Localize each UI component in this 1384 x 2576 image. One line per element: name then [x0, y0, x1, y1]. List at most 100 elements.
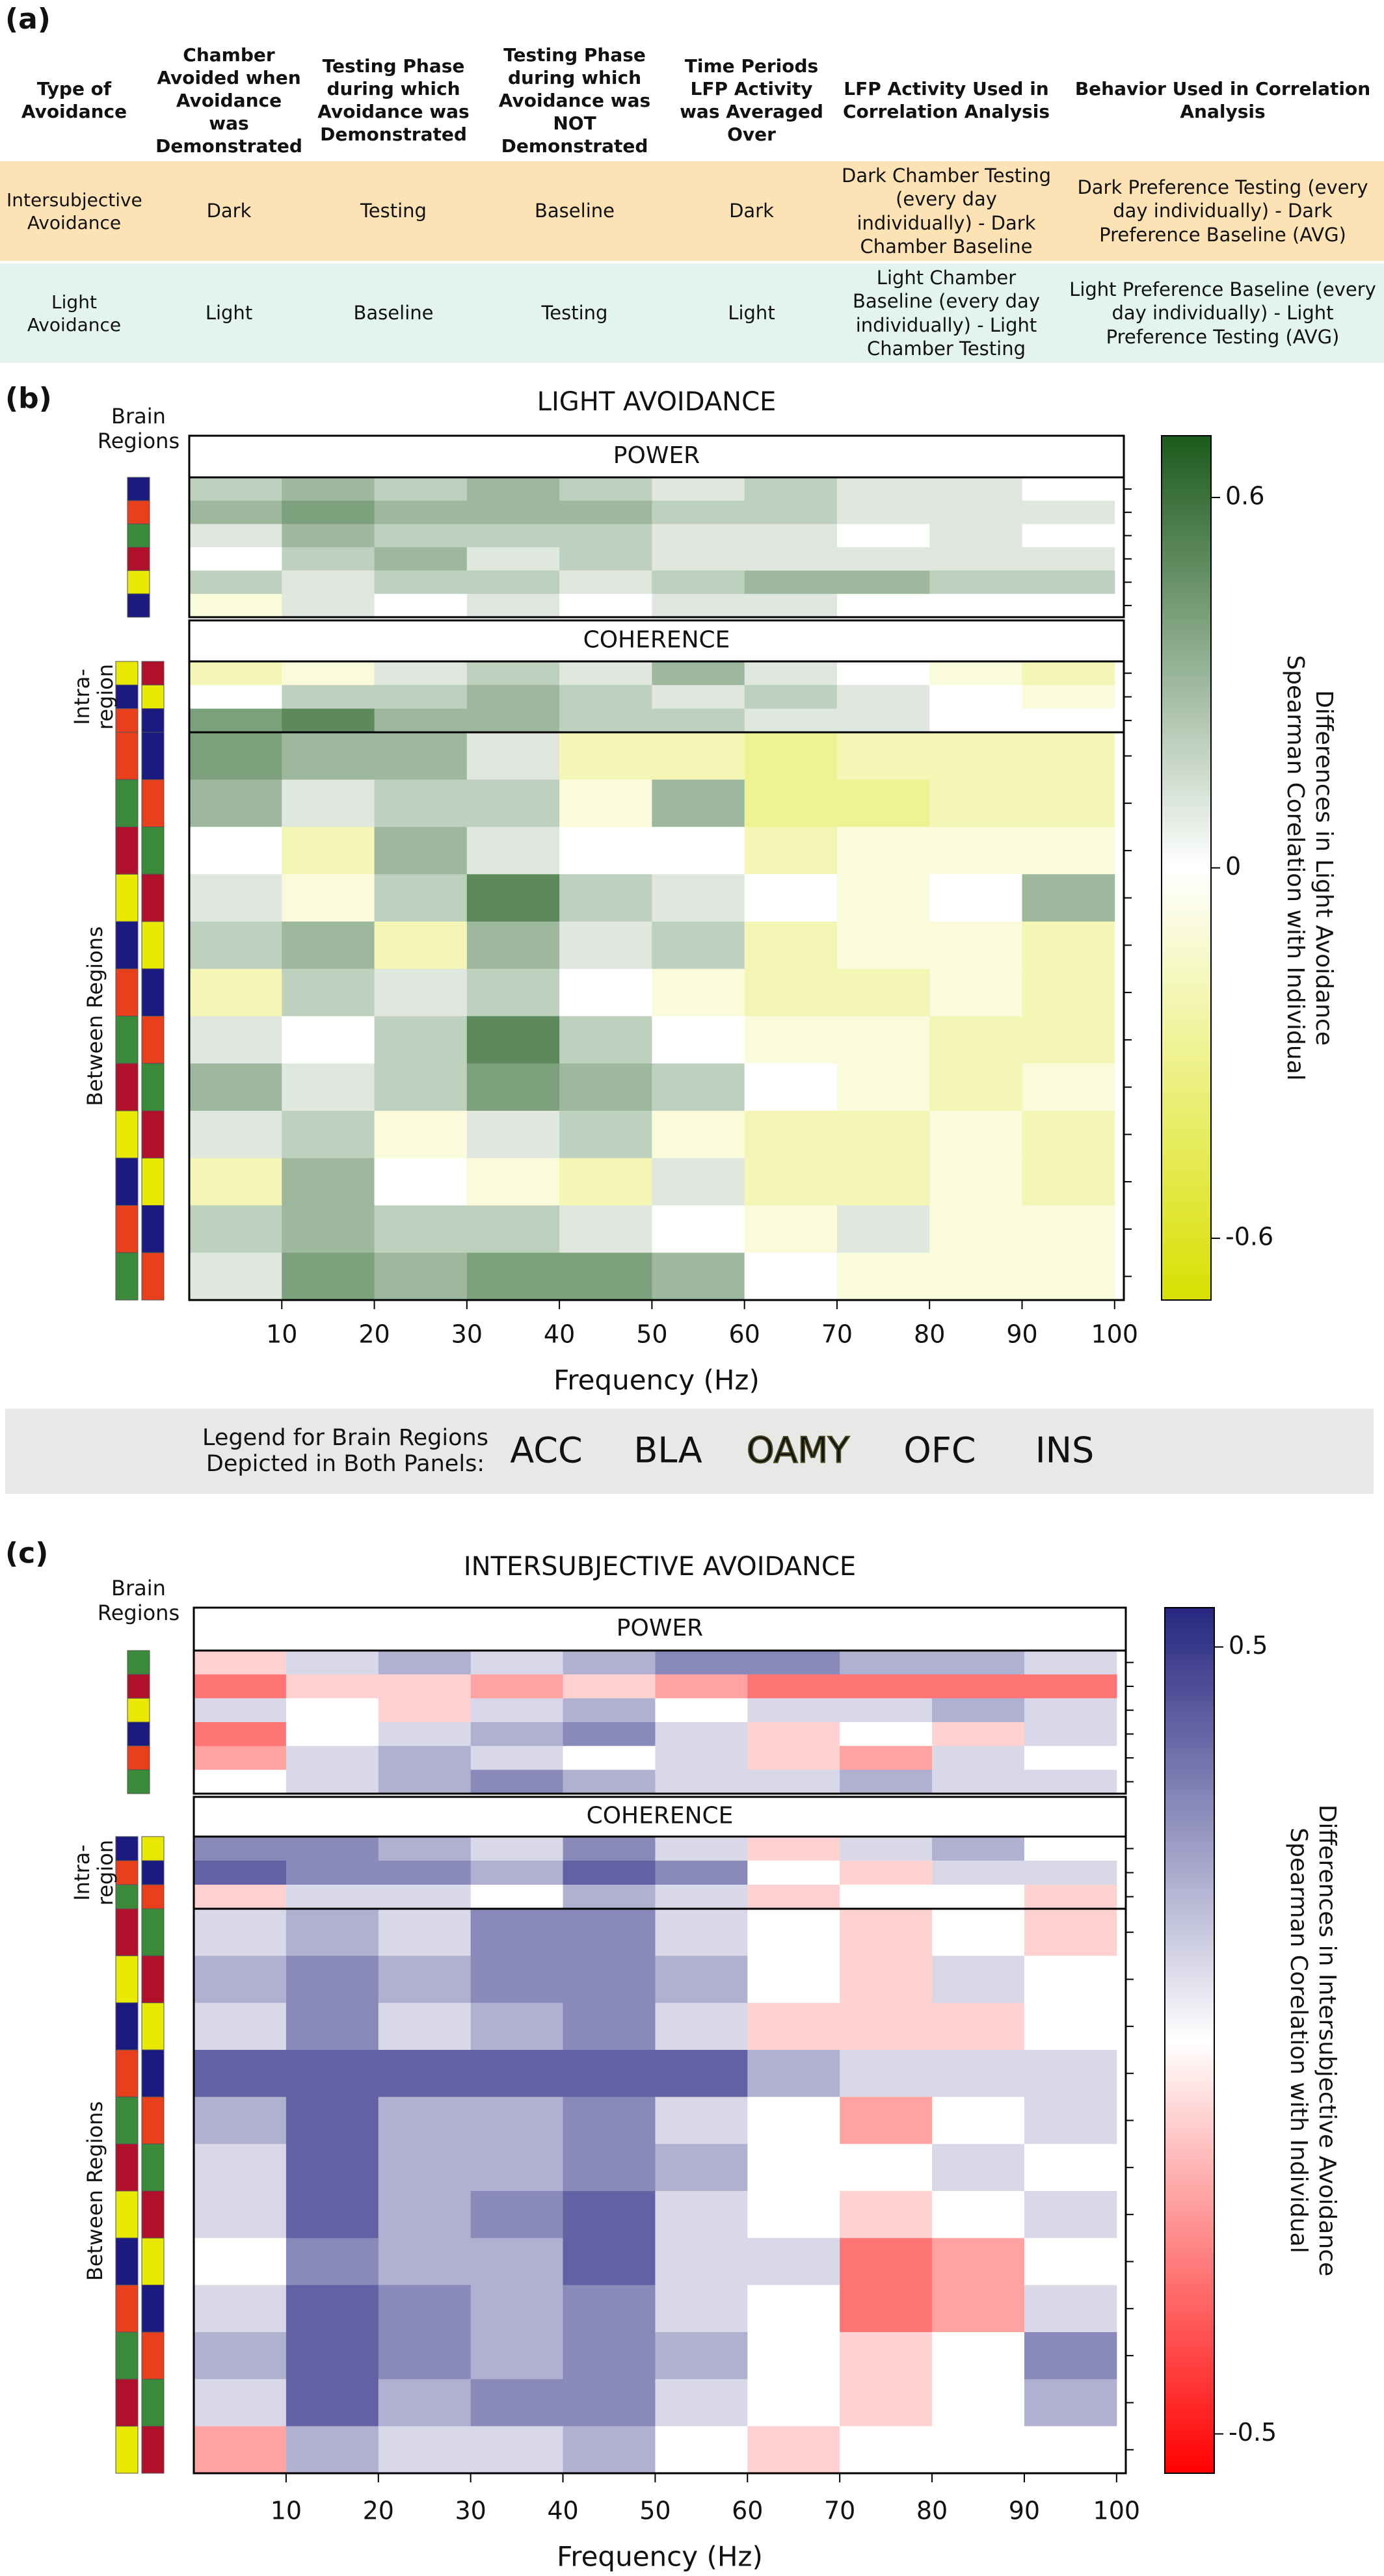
heatmap-cell [929, 500, 1022, 525]
heatmap-cell [747, 1956, 840, 2004]
heatmap-cell [840, 2426, 933, 2474]
heatmap-cell [652, 708, 745, 733]
region-label: Brain [111, 1576, 166, 1600]
heatmap-cell [744, 524, 838, 548]
heatmap-cell [282, 968, 375, 1016]
heatmap-cell [194, 1956, 287, 2004]
x-tick-label: 60 [732, 2497, 763, 2525]
heatmap-cell [840, 2238, 933, 2286]
heatmap-cell [194, 1885, 287, 1909]
heatmap-cell [747, 1698, 840, 1723]
x-tick-label: 100 [1093, 2497, 1141, 2525]
x-tick-label: 40 [547, 2497, 578, 2525]
section-frame [193, 1649, 1127, 1795]
heatmap-cell [286, 2285, 379, 2333]
heatmap-cell [1022, 1063, 1115, 1111]
heatmap-cell [1024, 1956, 1117, 2004]
section-header [193, 1606, 1127, 1652]
heatmap-cell [840, 1698, 933, 1723]
heatmap-cell [378, 1698, 472, 1723]
heatmap-cell [470, 1885, 564, 1909]
heatmap-cell [744, 594, 838, 618]
heatmap-cell [374, 1253, 468, 1301]
region-strip [127, 524, 150, 548]
header-cell: LFP Activity Used in Correlation Analysi… [842, 78, 1050, 122]
heatmap-cell [194, 1837, 287, 1861]
section-frame [193, 1907, 1127, 2475]
heatmap-cell [1022, 874, 1115, 922]
heatmap-cell [747, 1770, 840, 1794]
heatmap-cell [1024, 1698, 1117, 1723]
region-strip [141, 2285, 165, 2333]
region-label: region [93, 664, 118, 730]
heatmap-cell [282, 1016, 375, 1064]
heatmap-cell [286, 1674, 379, 1699]
heatmap-cell [470, 2050, 564, 2097]
heatmap-cell [378, 1861, 472, 1885]
legend-item: OAMY [747, 1430, 850, 1471]
heatmap-cell [655, 1651, 748, 1675]
table-cell: Dark [148, 161, 310, 261]
heatmap-cell [1022, 1016, 1115, 1064]
region-strip [141, 1252, 165, 1301]
heatmap-cell [559, 570, 652, 594]
region-strip [141, 1158, 165, 1206]
heatmap-cell [466, 1158, 560, 1206]
heatmap-cell [282, 685, 375, 710]
heatmap-cell [747, 2238, 840, 2286]
heatmap-cell [194, 1861, 287, 1885]
heatmap-cell [655, 1746, 748, 1770]
heatmap-cell [194, 2379, 287, 2427]
heatmap-cell [1022, 570, 1115, 594]
header-cell: Chamber Avoided when Avoidance was Demon… [155, 44, 302, 157]
heatmap-cell [744, 732, 838, 780]
heatmap-cell [652, 685, 745, 710]
heatmap-cell [744, 1111, 838, 1159]
heatmap-cell [1024, 2097, 1117, 2145]
region-strip [115, 684, 139, 710]
heatmap-cell [932, 2332, 1025, 2380]
heatmap-cell [1024, 1651, 1117, 1675]
heatmap-cell [466, 968, 560, 1016]
heatmap-cell [378, 2379, 472, 2427]
heatmap-cell [1022, 500, 1115, 525]
heatmap-cell [559, 708, 652, 733]
heatmap-cell [1024, 2285, 1117, 2333]
heatmap-cell [282, 594, 375, 618]
table-cell: Testing [310, 161, 477, 261]
heatmap-cell [747, 2332, 840, 2380]
x-tick-label: 20 [358, 1320, 390, 1349]
heatmap-cell [189, 1111, 282, 1159]
region-strip [141, 827, 165, 875]
heatmap-cell [747, 2002, 840, 2051]
heatmap-cell [282, 1253, 375, 1301]
heatmap-cell [282, 547, 375, 571]
heatmap-cell [470, 2144, 564, 2192]
section-header [193, 1796, 1127, 1838]
heatmap-cell [563, 2050, 656, 2097]
region-strip [115, 708, 139, 733]
heatmap-cell [189, 500, 282, 525]
heatmap-cell [470, 1674, 564, 1699]
header-cell: Testing Phase during which Avoidance was… [317, 55, 470, 145]
heatmap-cell [286, 1909, 379, 1956]
legend-item: ACC [510, 1430, 582, 1471]
heatmap-cell [374, 968, 468, 1016]
heatmap-cell [1024, 2379, 1117, 2427]
heatmap-cell [559, 1063, 652, 1111]
heatmap-cell [840, 2097, 933, 2145]
heatmap-cell [466, 594, 560, 618]
heatmap-cell [563, 1909, 656, 1956]
heatmap-cell [282, 874, 375, 922]
heatmap-cell [374, 779, 468, 827]
heatmap-cell [189, 661, 282, 685]
heatmap-cell [840, 1674, 933, 1699]
heatmap-cell [655, 2332, 748, 2380]
region-strip [115, 661, 139, 685]
heatmap-cell [559, 968, 652, 1016]
heatmap-cell [563, 2426, 656, 2474]
region-strip [115, 2049, 139, 2097]
legend-title: Legend for Brain Regions [202, 1425, 488, 1451]
heatmap-cell [840, 1746, 933, 1770]
heatmap-cell [194, 2285, 287, 2333]
